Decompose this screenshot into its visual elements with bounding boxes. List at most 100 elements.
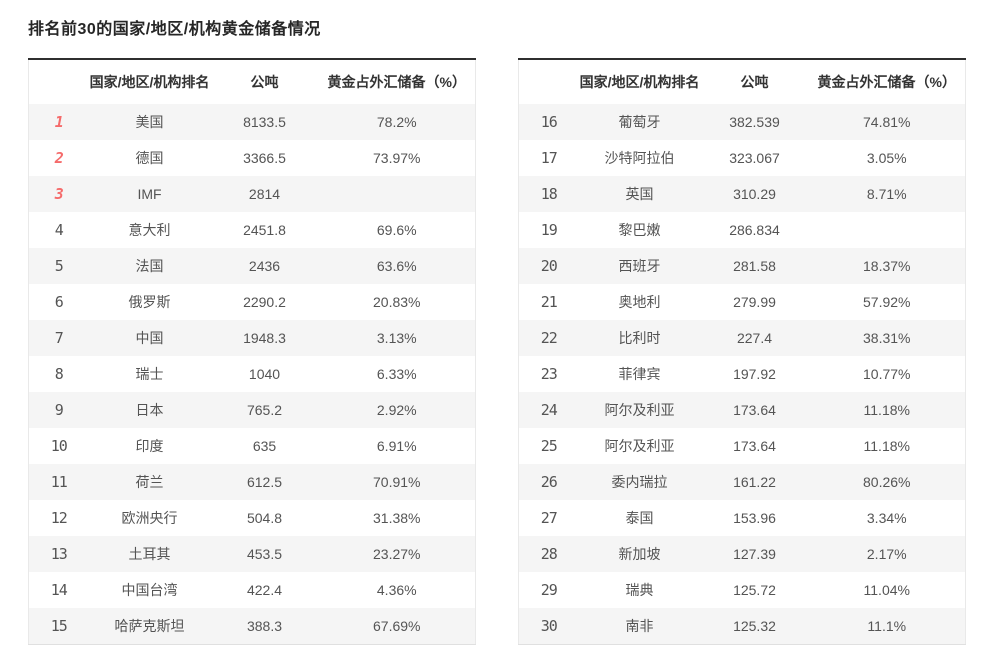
table-row: 9 日本 765.2 2.92%: [28, 392, 476, 428]
pct-cell: [319, 176, 476, 212]
country-cell: 荷兰: [135, 474, 164, 490]
table-row: 4 意大利 2451.8 69.6%: [28, 212, 476, 248]
country-cell: 法国: [135, 258, 164, 274]
pct-cell: 57.92%: [863, 294, 911, 310]
tonnage-cell: 2436: [248, 258, 281, 274]
country-cell: 南非: [625, 618, 654, 634]
pct-cell: 20.83%: [373, 294, 421, 310]
country-cell: 欧洲央行: [121, 510, 178, 526]
tonnage-cell: 422.4: [246, 582, 283, 598]
rank-cell: 26: [540, 473, 558, 491]
rank-cell: 17: [540, 149, 558, 167]
country-cell: 葡萄牙: [618, 114, 661, 130]
country-cell: 哈萨克斯坦: [114, 618, 185, 634]
tonnage-cell: 635: [252, 438, 277, 454]
tonnage-cell: 281.58: [733, 258, 776, 274]
tonnage-cell: 3366.5: [243, 150, 286, 166]
pct-cell: 18.37%: [863, 258, 911, 274]
rank-cell: 15: [50, 617, 68, 635]
rank-cell: 16: [540, 113, 558, 131]
tables-container: 国家/地区/机构排名 公吨 黄金占外汇储备（%） 1 美国 8133.5 78.2% …: [28, 58, 966, 645]
rank-cell: 24: [540, 401, 558, 419]
country-cell: 日本: [135, 402, 164, 418]
pct-cell: 31.38%: [373, 510, 421, 526]
table-row: 12 欧洲央行 504.8 31.38%: [28, 500, 476, 536]
tonnage-cell: 127.39: [733, 546, 776, 562]
table-row: 15 哈萨克斯坦 388.3 67.69%: [28, 608, 476, 645]
pct-cell: 69.6%: [376, 222, 417, 238]
table-row: 13 土耳其 453.5 23.27%: [28, 536, 476, 572]
tonnage-cell: 173.64: [733, 438, 776, 454]
country-cell: 奥地利: [618, 294, 661, 310]
tonnage-cell: 125.32: [733, 618, 776, 634]
country-cell: 美国: [135, 114, 164, 130]
pct-cell: 3.34%: [866, 510, 907, 526]
tonnage-cell: 323.067: [729, 150, 780, 166]
rank-cell: 18: [540, 185, 558, 203]
table-row: 28 新加坡 127.39 2.17%: [518, 536, 966, 572]
pct-cell: 11.18%: [863, 438, 910, 454]
table-row: 30 南非 125.32 11.1%: [518, 608, 966, 645]
pct-cell: 63.6%: [376, 258, 417, 274]
pct-cell: 70.91%: [373, 474, 421, 490]
table-row: 16 葡萄牙 382.539 74.81%: [518, 104, 966, 140]
page-title: 排名前30的国家/地区/机构黄金储备情况: [28, 21, 321, 38]
pct-cell: 78.2%: [376, 114, 417, 130]
table-row: 22 比利时 227.4 38.31%: [518, 320, 966, 356]
pct-cell: 6.91%: [376, 438, 417, 454]
tonnage-cell: 2290.2: [243, 294, 286, 310]
table-row: 8 瑞士 1040 6.33%: [28, 356, 476, 392]
rank-cell: 2: [54, 149, 64, 167]
rank-cell: 14: [50, 581, 68, 599]
tonnage-cell: 153.96: [733, 510, 776, 526]
gold-table-ranks-1-15: 国家/地区/机构排名 公吨 黄金占外汇储备（%） 1 美国 8133.5 78.2% …: [28, 58, 476, 645]
rank-cell: 25: [540, 437, 558, 455]
country-cell: 中国台湾: [121, 582, 178, 598]
tonnage-cell: 161.22: [733, 474, 776, 490]
country-cell: 委内瑞拉: [611, 474, 668, 490]
table-row: 27 泰国 153.96 3.34%: [518, 500, 966, 536]
rank-cell: 9: [54, 401, 64, 419]
table-row: 26 委内瑞拉 161.22 80.26%: [518, 464, 966, 500]
tonnage-cell: 8133.5: [243, 114, 286, 130]
pct-cell: 80.26%: [863, 474, 911, 490]
tonnage-cell: 173.64: [733, 402, 776, 418]
table-row: 11 荷兰 612.5 70.91%: [28, 464, 476, 500]
tonnage-cell: 388.3: [246, 618, 283, 634]
table-row: 3 IMF 2814: [28, 176, 476, 212]
country-cell: 德国: [135, 150, 164, 166]
table-row: 20 西班牙 281.58 18.37%: [518, 248, 966, 284]
table-row: 6 俄罗斯 2290.2 20.83%: [28, 284, 476, 320]
country-cell: 阿尔及利亚: [604, 402, 675, 418]
pct-cell: 67.69%: [373, 618, 421, 634]
country-cell: 沙特阿拉伯: [604, 150, 675, 166]
rank-cell: 3: [54, 185, 64, 203]
rank-cell: 20: [540, 257, 558, 275]
rank-cell: 1: [54, 113, 64, 131]
tonnage-column-header: 公吨: [210, 59, 319, 104]
rank-cell: 12: [50, 509, 68, 527]
tonnage-cell: 279.99: [733, 294, 776, 310]
country-cell: 中国: [135, 330, 164, 346]
rank-cell: 27: [540, 509, 558, 527]
pct-cell: 4.36%: [376, 582, 417, 598]
rank-cell: 28: [540, 545, 558, 563]
pct-cell: 2.17%: [866, 546, 907, 562]
table-row: 21 奥地利 279.99 57.92%: [518, 284, 966, 320]
tonnage-cell: 1948.3: [243, 330, 286, 346]
pct-cell: 11.1%: [867, 618, 907, 634]
tonnage-cell: 504.8: [246, 510, 283, 526]
rank-cell: 11: [50, 473, 68, 491]
header-row: 国家/地区/机构排名 公吨 黄金占外汇储备（%）: [518, 59, 966, 104]
pct-cell: 3.13%: [376, 330, 417, 346]
country-cell: 印度: [135, 438, 164, 454]
pct-cell: 6.33%: [376, 366, 417, 382]
rank-cell: 7: [54, 329, 64, 347]
table-row: 14 中国台湾 422.4 4.36%: [28, 572, 476, 608]
tonnage-cell: 2814: [248, 186, 281, 202]
table-row: 10 印度 635 6.91%: [28, 428, 476, 464]
table-row: 23 菲律宾 197.92 10.77%: [518, 356, 966, 392]
tonnage-cell: 125.72: [733, 582, 776, 598]
country-column-header: 国家/地区/机构排名: [578, 59, 701, 104]
table-row: 7 中国 1948.3 3.13%: [28, 320, 476, 356]
